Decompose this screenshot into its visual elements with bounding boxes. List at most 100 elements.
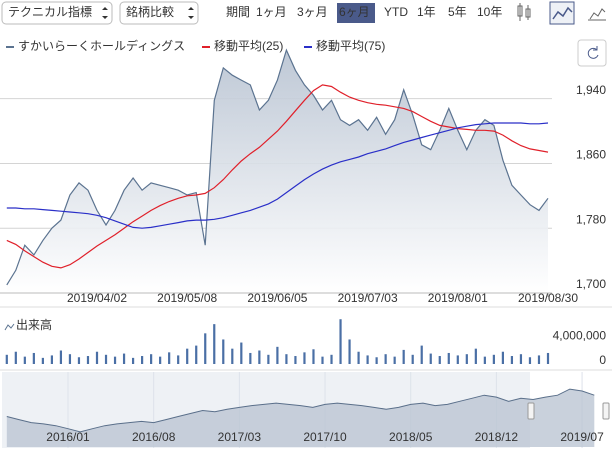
volume-bar	[258, 350, 261, 364]
x-tick-label: 2019/08/01	[428, 291, 488, 305]
dropdown-box[interactable]	[1, 1, 113, 25]
price-area	[6, 50, 549, 293]
volume-bar	[168, 352, 171, 364]
volume-bar	[510, 356, 514, 364]
volume-bar	[429, 353, 432, 364]
line-icon	[552, 6, 573, 20]
volume-bar	[546, 352, 550, 364]
volume-bar	[240, 342, 243, 364]
volume-bar	[456, 355, 459, 364]
volume-bar	[231, 348, 234, 364]
volume-bar	[222, 339, 225, 364]
line-icon-selected[interactable]	[549, 1, 575, 25]
x-tick-label: 2019/04/02	[67, 291, 127, 305]
refresh-icon	[587, 46, 599, 59]
period-button[interactable]: 1ヶ月	[256, 5, 287, 19]
volume-bar	[528, 357, 532, 364]
volume-bar	[267, 354, 270, 364]
volume-bar	[294, 356, 297, 364]
volume-bar	[312, 349, 315, 364]
volume-bar	[23, 356, 26, 364]
volume-bar	[411, 354, 414, 364]
line-icon[interactable]	[588, 8, 606, 21]
volume-bar	[402, 349, 405, 364]
volume-bar	[186, 348, 189, 364]
price-line	[6, 48, 549, 286]
volume-bar	[177, 355, 180, 364]
volume-bar	[50, 355, 53, 364]
volume-bar	[131, 357, 135, 364]
volume-bar	[357, 351, 360, 364]
volume-bar	[41, 357, 44, 364]
moving-average-line	[6, 122, 549, 229]
volume-bar	[249, 352, 252, 364]
volume-bar	[474, 348, 477, 364]
volume-bar	[59, 350, 63, 364]
dropdown-label: テクニカル指標	[8, 4, 92, 19]
volume-bar	[77, 357, 81, 364]
volume-bar	[348, 339, 351, 364]
volume-bar	[86, 356, 90, 364]
nav-tick-label: 2018/05	[389, 430, 433, 444]
moving-average-line	[6, 84, 549, 269]
navigator-handle[interactable]	[602, 402, 610, 420]
volume-bar	[141, 356, 144, 364]
volume-bar	[104, 354, 108, 364]
volume-bar	[195, 345, 198, 364]
legend-label: 移動平均(25)	[214, 39, 283, 53]
volume-bar	[519, 354, 523, 364]
legend-label: 移動平均(75)	[316, 39, 385, 53]
volume-bar	[5, 354, 8, 364]
volume-icon	[4, 323, 15, 331]
volume-bar	[285, 354, 288, 364]
y-tick-label: 4,000,000	[553, 329, 607, 343]
y-tick-label: 1,700	[576, 277, 606, 291]
period-button: 10年	[477, 5, 502, 19]
nav-tick-label: 2016/01	[46, 430, 90, 444]
volume-bar	[537, 355, 541, 364]
period-button[interactable]: 6ヶ月	[339, 5, 370, 19]
volume-bar	[330, 354, 333, 364]
volume-bar	[204, 333, 207, 364]
y-tick-label: 1,780	[576, 212, 606, 226]
volume-bar	[366, 355, 369, 364]
volume-bar	[465, 354, 468, 364]
navigator-handle[interactable]	[527, 402, 535, 420]
volume-bar	[375, 357, 378, 364]
period-button[interactable]: YTD	[384, 5, 408, 19]
volume-bar	[321, 356, 324, 364]
x-tick-label: 2019/07/03	[338, 291, 398, 305]
volume-title: 出来高	[16, 317, 52, 332]
nav-tick-label: 2019/07	[560, 430, 604, 444]
volume-bar	[492, 354, 495, 364]
period-button: 5年	[448, 5, 467, 19]
candle-icon[interactable]	[517, 3, 531, 21]
x-tick-label: 2019/05/08	[157, 291, 217, 305]
volume-bar	[68, 354, 72, 364]
navigator-line	[6, 388, 595, 433]
refresh-button[interactable]	[577, 39, 607, 67]
period-button[interactable]: 3ヶ月	[297, 5, 328, 19]
volume-bar	[122, 353, 126, 364]
period-button[interactable]: 1年	[417, 5, 436, 19]
volume-bar	[32, 352, 35, 364]
y-tick-label: 1,860	[576, 148, 606, 162]
nav-tick-label: 2016/08	[132, 430, 176, 444]
volume-bar	[276, 346, 279, 364]
legend-label: すかいらーくホールディングス	[18, 38, 185, 53]
navigator-area	[6, 389, 595, 447]
volume-bar	[113, 356, 117, 364]
volume-bar	[420, 345, 423, 364]
period-selected-bg	[337, 3, 375, 23]
volume-bar	[339, 319, 342, 364]
dropdown-box[interactable]	[119, 1, 199, 25]
volume-bar	[159, 356, 162, 364]
volume-bar	[501, 351, 504, 364]
y-tick-label: 1,940	[576, 83, 606, 97]
volume-bar	[447, 352, 450, 364]
nav-tick-label: 2017/03	[218, 430, 262, 444]
volume-bar	[303, 352, 306, 364]
nav-tick-label: 2017/10	[303, 430, 347, 444]
x-tick-label: 2019/08/30	[518, 291, 578, 305]
